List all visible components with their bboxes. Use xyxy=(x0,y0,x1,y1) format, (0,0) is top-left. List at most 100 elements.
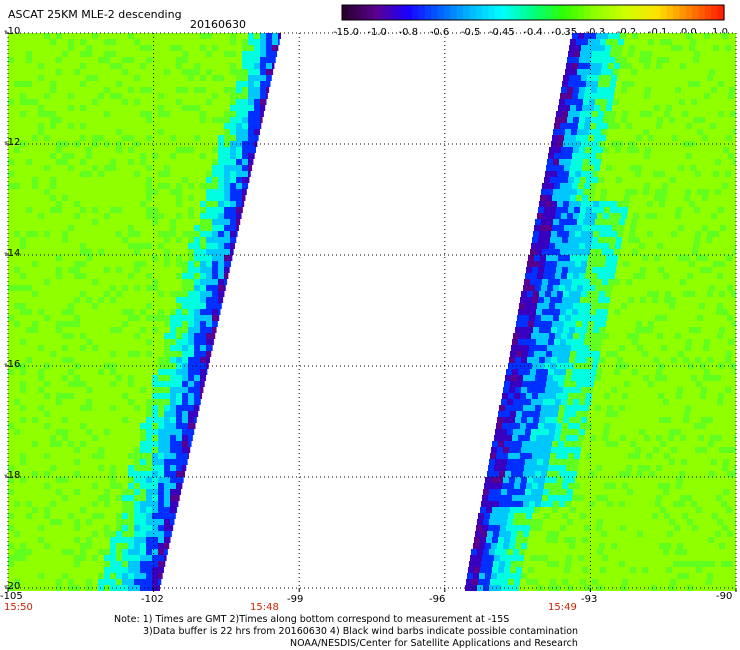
swath-cell xyxy=(583,189,589,195)
swath-cell xyxy=(8,417,14,423)
swath-cell xyxy=(116,543,122,549)
swath-cell xyxy=(559,219,565,225)
swath-cell xyxy=(44,531,50,537)
swath-cell xyxy=(188,75,194,81)
swath-cell xyxy=(164,81,170,87)
swath-cell xyxy=(598,207,604,213)
swath-cell xyxy=(98,249,104,255)
swath-cell xyxy=(86,51,92,57)
swath-cell xyxy=(122,357,128,363)
swath-cell xyxy=(74,435,80,441)
swath-cell xyxy=(20,297,26,303)
swath-cell xyxy=(182,63,188,69)
swath-cell xyxy=(563,141,569,147)
swath-cell xyxy=(619,315,625,321)
swath-cell xyxy=(14,519,20,525)
swath-cell xyxy=(116,225,122,231)
swath-cell xyxy=(731,45,736,51)
swath-cell xyxy=(605,261,611,267)
swath-cell xyxy=(44,489,50,495)
swath-cell xyxy=(610,237,616,243)
swath-cell xyxy=(14,483,20,489)
swath-cell xyxy=(104,45,110,51)
swath-cell xyxy=(38,357,44,363)
swath-cell xyxy=(20,399,26,405)
swath-cell xyxy=(128,231,134,237)
swath-cell xyxy=(14,237,20,243)
swath-cell xyxy=(26,147,32,153)
swath-cell xyxy=(578,153,584,159)
swath-cell xyxy=(583,285,589,291)
swath-cell xyxy=(110,159,116,165)
swath-cell xyxy=(248,51,254,57)
swath-cell xyxy=(727,99,733,105)
swath-cell xyxy=(44,39,50,45)
swath-cell xyxy=(194,315,200,321)
swath-cell xyxy=(733,315,736,321)
swath-cell xyxy=(230,135,236,141)
swath-cell xyxy=(56,501,62,507)
swath-cell xyxy=(104,585,110,591)
swath-cell xyxy=(218,297,224,303)
swath-cell xyxy=(128,423,134,429)
swath-cell xyxy=(242,159,248,165)
swath-cell xyxy=(158,87,164,93)
swath-cell xyxy=(712,177,718,183)
swath-cell xyxy=(74,273,80,279)
swath-cell xyxy=(640,177,646,183)
swath-cell xyxy=(146,423,152,429)
swath-cell xyxy=(633,213,639,219)
swath-cell xyxy=(20,51,26,57)
swath-cell xyxy=(548,183,554,189)
swath-cell xyxy=(188,201,194,207)
swath-cell xyxy=(673,315,679,321)
swath-cell xyxy=(122,261,128,267)
swath-cell xyxy=(584,183,590,189)
swath-cell xyxy=(650,93,656,99)
swath-cell xyxy=(566,63,572,69)
colorbar-segment xyxy=(456,5,464,20)
swath-cell xyxy=(128,207,134,213)
swath-cell xyxy=(44,261,50,267)
swath-cell xyxy=(140,231,146,237)
swath-cell xyxy=(620,33,626,39)
swath-cell xyxy=(638,279,644,285)
swath-cell xyxy=(665,45,671,51)
swath-cell xyxy=(718,177,724,183)
swath-cell xyxy=(631,129,637,135)
swath-cell xyxy=(603,273,609,279)
swath-cell xyxy=(110,579,116,585)
swath-cell xyxy=(122,567,128,573)
swath-cell xyxy=(158,273,164,279)
swath-cell xyxy=(26,579,32,585)
swath-cell xyxy=(110,429,116,435)
swath-cell xyxy=(20,567,26,573)
swath-cell xyxy=(44,579,50,585)
swath-cell xyxy=(14,207,20,213)
swath-cell xyxy=(194,339,200,345)
swath-cell xyxy=(612,255,618,261)
swath-cell xyxy=(74,237,80,243)
swath-cell xyxy=(176,153,182,159)
swath-cell xyxy=(218,75,224,81)
swath-cell xyxy=(32,267,38,273)
swath-cell xyxy=(194,165,200,171)
swath-cell xyxy=(599,45,605,51)
swath-cell xyxy=(116,447,122,453)
swath-cell xyxy=(140,525,146,531)
swath-cell xyxy=(20,129,26,135)
swath-cell xyxy=(164,189,170,195)
swath-cell xyxy=(164,495,170,501)
swath-cell xyxy=(674,183,680,189)
swath-cell xyxy=(616,297,622,303)
swath-cell xyxy=(98,87,104,93)
swath-cell xyxy=(555,147,561,153)
swath-cell xyxy=(158,201,164,207)
swath-cell xyxy=(98,171,104,177)
swath-cell xyxy=(56,279,62,285)
swath-cell xyxy=(194,69,200,75)
swath-cell xyxy=(44,177,50,183)
swath-cell xyxy=(675,303,681,309)
swath-cell xyxy=(68,549,74,555)
swath-cell xyxy=(140,567,146,573)
